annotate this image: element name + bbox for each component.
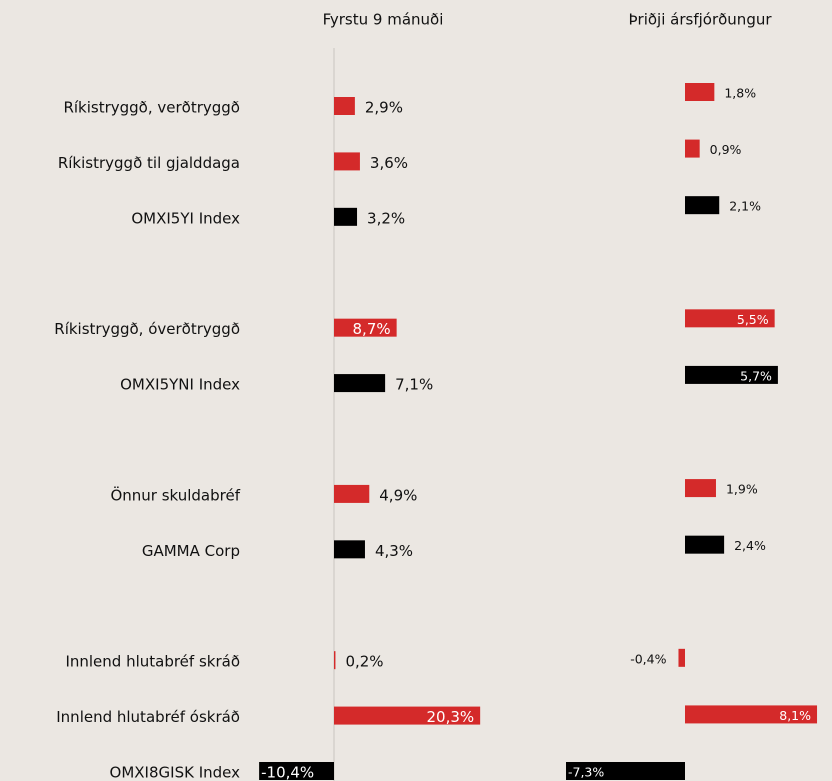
category-label: Innlend hlutabréf óskráð (56, 708, 240, 726)
value-label: 5,5% (737, 312, 769, 327)
bar (685, 479, 716, 498)
bar (334, 152, 360, 171)
category-label: OMXI8GISK Index (110, 764, 241, 781)
value-label: 3,6% (370, 154, 408, 172)
value-label: 4,3% (375, 542, 413, 560)
bar (334, 706, 481, 725)
value-label: 4,9% (379, 486, 417, 504)
value-label: 7,1% (395, 376, 433, 394)
bar (259, 762, 334, 780)
bar (334, 97, 355, 115)
category-label: Ríkistryggð, verðtryggð (63, 99, 240, 117)
value-label: 5,7% (740, 368, 772, 383)
value-label: 1,9% (726, 482, 758, 497)
bar (685, 535, 725, 554)
bar (685, 139, 700, 158)
category-label: Ríkistryggð til gjalddaga (58, 154, 240, 172)
bar (334, 540, 365, 559)
category-label: GAMMA Corp (142, 542, 240, 560)
category-label: Önnur skuldabréf (110, 485, 240, 504)
bar (685, 365, 778, 384)
value-label: 20,3% (427, 708, 475, 726)
bar (334, 374, 386, 393)
value-label: 8,7% (353, 320, 391, 338)
bar (685, 196, 720, 215)
bar (334, 207, 358, 226)
value-label: 2,4% (734, 538, 766, 553)
bar (566, 762, 685, 780)
category-label: Innlend hlutabréf skráð (65, 653, 240, 671)
value-label: 0,2% (345, 653, 383, 671)
value-label: -0,4% (630, 651, 666, 666)
value-label: 2,9% (365, 99, 403, 117)
value-label: -7,3% (568, 765, 604, 780)
value-label: 3,2% (367, 209, 405, 227)
bar (334, 484, 370, 503)
bar (685, 83, 715, 101)
bar (334, 318, 397, 337)
category-label: OMXI5YI Index (131, 209, 240, 227)
bar (334, 651, 336, 670)
series-header: Þriðji ársfjórðungur (628, 11, 772, 29)
category-label: Ríkistryggð, óverðtryggð (54, 320, 240, 338)
value-label: 2,1% (729, 199, 761, 214)
value-label: -10,4% (261, 764, 314, 781)
category-label: OMXI5YNI Index (120, 376, 240, 394)
series-header: Fyrstu 9 mánuði (323, 11, 444, 29)
bar (678, 648, 685, 667)
bar (685, 705, 818, 724)
value-label: 1,8% (724, 86, 756, 101)
value-label: 0,9% (710, 142, 742, 157)
value-label: 8,1% (779, 708, 811, 723)
bar (685, 309, 775, 328)
